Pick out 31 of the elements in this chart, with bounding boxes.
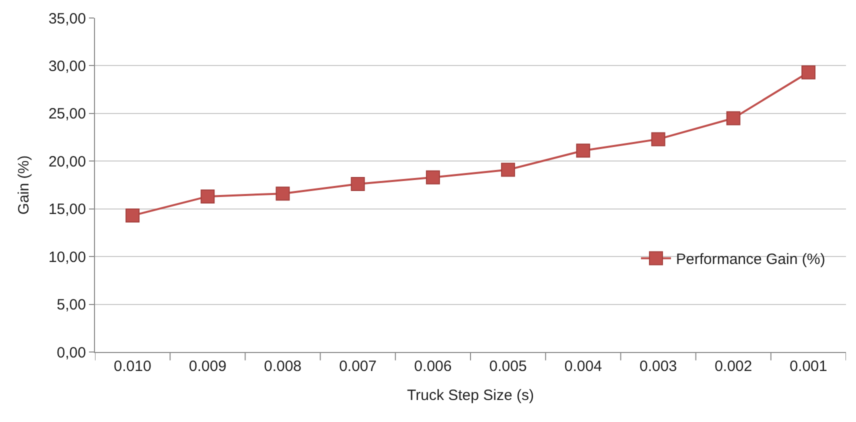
point xyxy=(501,162,516,177)
point xyxy=(350,177,365,192)
point xyxy=(276,186,290,201)
x-tick-label: 0.005 xyxy=(489,358,527,375)
y-tick-label: 10,00 xyxy=(48,248,86,266)
y-tick-label: 5,00 xyxy=(56,296,86,314)
point xyxy=(726,111,740,126)
y-tick-label: 20,00 xyxy=(48,153,86,170)
x-tick-label: 0.006 xyxy=(414,358,452,375)
legend-label: Performance Gain (%) xyxy=(676,251,826,268)
y-tick-label: 35,00 xyxy=(48,10,86,28)
point xyxy=(801,65,816,80)
x-tick-label: 0.010 xyxy=(114,358,152,375)
y-axis-title: Gain (%) xyxy=(16,155,33,215)
x-tick-label: 0.003 xyxy=(639,358,678,375)
y-tick-label: 25,00 xyxy=(48,106,86,123)
x-tick-label: 0.001 xyxy=(790,358,828,375)
y-tick-label: 0,00 xyxy=(56,344,86,362)
x-tick-label: 0.007 xyxy=(339,358,377,375)
point xyxy=(576,144,590,158)
x-tick-label: 0.009 xyxy=(188,358,226,375)
point xyxy=(126,208,140,223)
x-tick-label: 0.004 xyxy=(564,358,602,375)
point xyxy=(426,170,440,184)
y-tick-label: 30,00 xyxy=(48,58,86,75)
x-axis-title: Truck Step Size (s) xyxy=(407,387,534,404)
point xyxy=(651,132,666,146)
x-tick-label: 0.008 xyxy=(264,358,302,375)
y-tick-label: 15,00 xyxy=(48,201,86,218)
x-tick-label: 0.002 xyxy=(714,358,752,375)
point xyxy=(200,189,215,204)
